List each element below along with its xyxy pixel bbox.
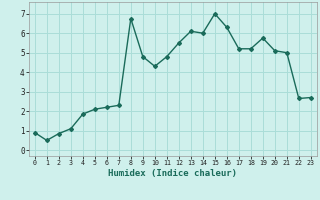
X-axis label: Humidex (Indice chaleur): Humidex (Indice chaleur): [108, 169, 237, 178]
